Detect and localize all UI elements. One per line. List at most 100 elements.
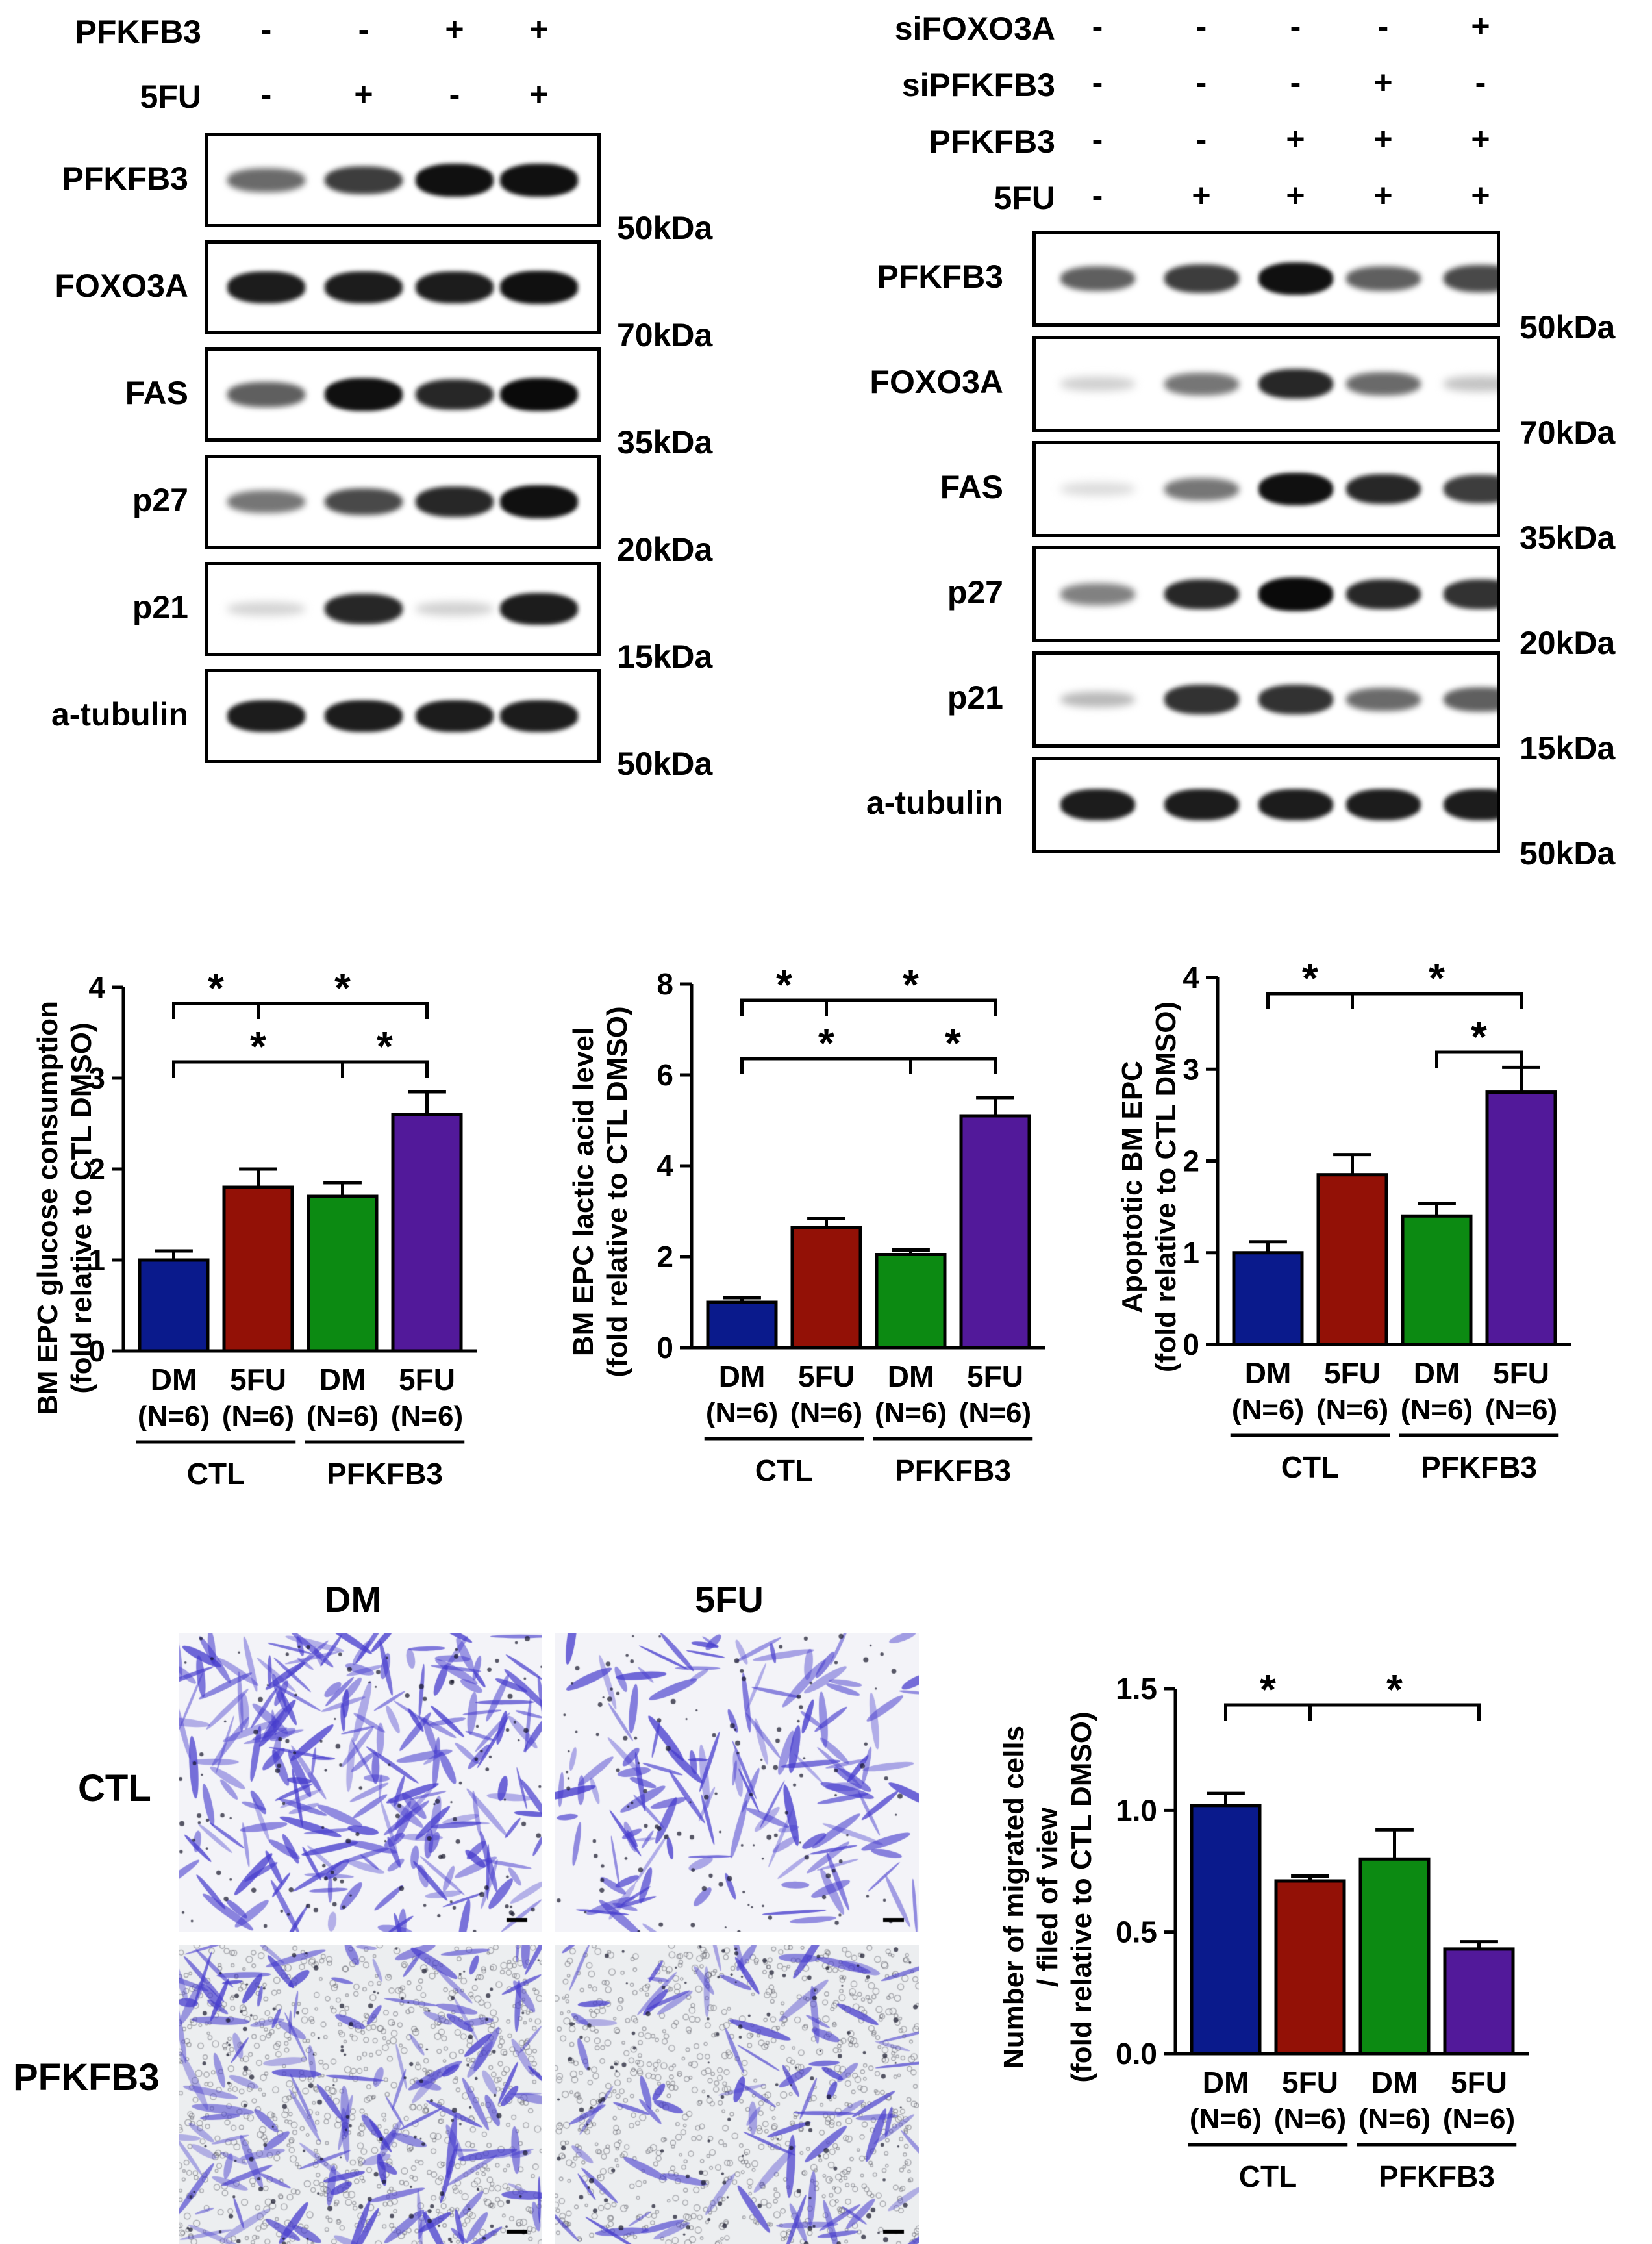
panel-a-condition-sign: - (358, 11, 369, 47)
panel-b-condition-label-5fu: 5FU (994, 180, 1055, 216)
panel-b-condition-sign: - (1092, 121, 1103, 157)
panel-b-band (1164, 264, 1239, 293)
panel-b-band (1258, 788, 1333, 821)
panel-a-blot-box (205, 455, 601, 549)
y-axis-label: BM EPC lactic acid level (568, 1027, 599, 1356)
panel-b-band (1060, 583, 1135, 605)
panel-b-condition-sign: + (1373, 64, 1393, 101)
x-category-label: 5FU (1451, 2065, 1507, 2099)
panel-b-band (1345, 788, 1421, 821)
group-label: PFKFB3 (327, 1457, 443, 1491)
bar-1 (1274, 1879, 1346, 2056)
x-category-label: DM (1203, 2065, 1249, 2099)
x-n-label: (N=6) (706, 1397, 778, 1429)
panel-a-band (500, 164, 578, 197)
micro-col-label-dm: DM (325, 1579, 382, 1620)
significance-bracket (1308, 1703, 1481, 1721)
panel-b-blot-box (1032, 231, 1500, 327)
significance-star: * (1429, 955, 1445, 1002)
y-tick-label: 4 (88, 970, 105, 1004)
panel-b-condition-label-sipfkfb3: siPFKFB3 (901, 67, 1055, 103)
significance-bracket (1351, 992, 1523, 1009)
panel-b-condition-label-sifoxo3a: siFOXO3A (894, 10, 1055, 47)
group-label: PFKFB3 (1421, 1450, 1537, 1484)
panel-b-protein-label: a-tubulin (866, 785, 1003, 821)
y-tick-label: 0.0 (1116, 2037, 1157, 2071)
y-axis-label: Apoptotic BM EPC (1116, 1061, 1148, 1313)
y-tick-label: 1 (88, 1243, 105, 1277)
panel-a-blot-box (205, 347, 601, 442)
x-n-label: (N=6) (1443, 2103, 1515, 2135)
bar-2 (307, 1194, 379, 1353)
significance-bracket (825, 998, 997, 1016)
panel-b-kda-marker: 50kDa (1520, 309, 1616, 346)
panel-b-condition-sign: + (1471, 121, 1490, 157)
x-category-label: DM (719, 1359, 766, 1393)
panel-b-blot-box (1032, 336, 1500, 432)
bar-3 (391, 1113, 463, 1353)
x-category-label: DM (1414, 1356, 1460, 1390)
panel-b-band (1258, 368, 1333, 399)
significance-star: * (334, 964, 351, 1011)
panel-b-band (1443, 788, 1497, 821)
group-label: PFKFB3 (895, 1454, 1011, 1487)
significance-star: * (1386, 1666, 1403, 1713)
panel-a-band (325, 166, 403, 195)
panel-b-condition-sign: - (1092, 177, 1103, 214)
y-tick-label: 1 (1183, 1236, 1199, 1270)
panel-b-kda-marker: 35kDa (1520, 520, 1616, 556)
panel-a-band (500, 377, 578, 412)
panel-a-blot-box (205, 562, 601, 656)
micrograph-ctl-5fu (555, 1633, 919, 1932)
x-category-label: 5FU (1493, 1356, 1549, 1390)
panel-b-band (1164, 372, 1239, 396)
panel-b-kda-marker: 15kDa (1520, 730, 1616, 766)
y-tick-label: 1.0 (1116, 1793, 1157, 1827)
panel-b-band (1345, 266, 1421, 292)
panel-a-protein-label: p27 (132, 481, 188, 518)
panel-b-condition-sign: - (1195, 64, 1207, 101)
y-tick-label: 0 (88, 1334, 105, 1368)
panel-a-blot-box (205, 240, 601, 334)
y-tick-label: 0 (1183, 1328, 1199, 1361)
x-n-label: (N=6) (959, 1397, 1031, 1429)
y-axis-label: (fold relative to CTL DMSO) (1150, 1002, 1182, 1372)
panel-b-condition-sign: + (1471, 177, 1490, 214)
bar-0 (138, 1258, 210, 1353)
panel-b-band (1258, 685, 1333, 714)
group-label: PFKFB3 (1379, 2160, 1495, 2193)
y-axis-label: (fold relative to CTL DMSO) (1066, 1711, 1097, 2082)
panel-b-band (1345, 687, 1421, 712)
bar-0 (1232, 1251, 1304, 1346)
panel-b-band (1345, 579, 1421, 610)
panel-b-band (1443, 265, 1497, 292)
panel-b-band (1443, 579, 1497, 609)
panel-b-blot-box (1032, 651, 1500, 748)
panel-b-condition-sign: - (1377, 8, 1389, 44)
significance-star: * (1302, 955, 1318, 1002)
significance-star: * (1471, 1013, 1487, 1060)
panel-a-band (416, 700, 494, 732)
panel-a-kda-marker: 50kDa (617, 746, 713, 782)
bar-1 (790, 1226, 862, 1350)
y-tick-label: 2 (657, 1240, 673, 1274)
significance-star: * (903, 961, 919, 1008)
y-axis-label: (fold relative to CTL DMSO) (601, 1006, 633, 1377)
panel-b-condition-sign: - (1195, 121, 1207, 157)
panel-a-band (416, 271, 494, 303)
panel-a-band (500, 271, 578, 304)
panel-b-condition-sign: + (1192, 177, 1211, 214)
x-n-label: (N=6) (222, 1400, 294, 1432)
panel-b-band (1060, 691, 1135, 708)
x-category-label: DM (319, 1363, 366, 1396)
micrograph-pfkfb3-dm (179, 1945, 542, 2244)
panel-a-band (500, 700, 578, 732)
panel-a-blot-box (205, 133, 601, 227)
bar-1 (1316, 1173, 1388, 1346)
y-tick-label: 4 (657, 1149, 673, 1183)
panel-b-band (1164, 579, 1239, 610)
x-n-label: (N=6) (1485, 1394, 1557, 1426)
panel-a-band (227, 490, 305, 513)
y-axis-label: (fold relative to CTL DMSO) (66, 1022, 97, 1393)
panel-a-protein-label: p21 (132, 588, 188, 625)
